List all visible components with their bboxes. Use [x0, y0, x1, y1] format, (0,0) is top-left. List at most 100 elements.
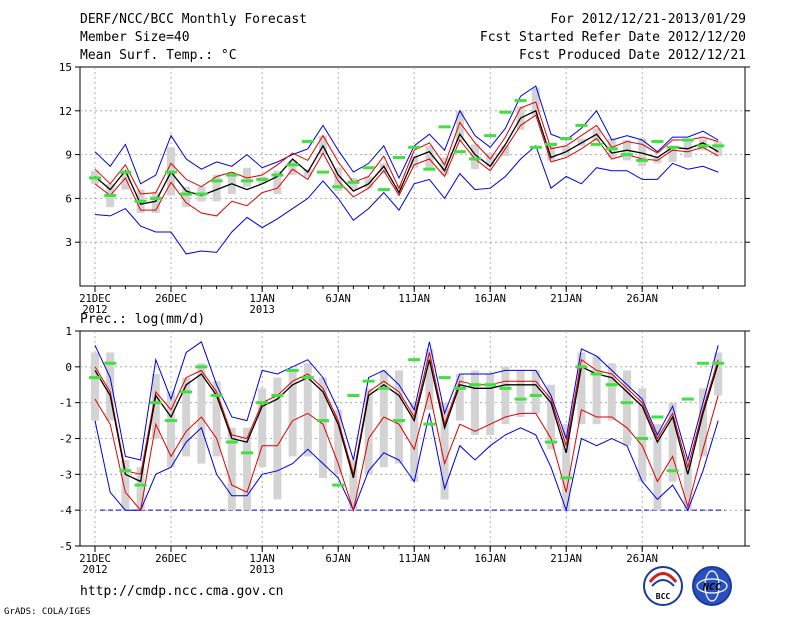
plot-frame [79, 66, 746, 287]
quartile-box [547, 142, 555, 161]
quartile-box [516, 370, 525, 417]
x-tick-label: 21DEC [79, 293, 111, 305]
quartile-box [227, 172, 236, 195]
median-marker [423, 422, 436, 426]
median-marker [180, 390, 193, 394]
median-marker [621, 401, 633, 405]
quartile-box [258, 388, 267, 468]
header-title: DERF/NCC/BCC Monthly Forecast [80, 12, 307, 27]
median-marker [377, 386, 390, 390]
median-marker [104, 193, 117, 197]
quartile-box [531, 87, 540, 116]
median-marker [241, 451, 253, 455]
median-marker [225, 440, 238, 444]
quartile-box [151, 192, 160, 213]
x-tick-label: 1JAN [250, 553, 275, 565]
quartile-box [288, 160, 297, 176]
footer-url[interactable]: http://cmdp.ncc.cma.gov.cn [80, 584, 284, 599]
quartile-box [425, 145, 434, 170]
quartile-box [440, 402, 449, 500]
quartile-box [243, 427, 251, 511]
median-marker [499, 386, 512, 390]
median-marker [529, 145, 542, 149]
min-envelope-line [94, 144, 719, 255]
quartile-box [273, 377, 282, 500]
quartile-box [486, 374, 495, 435]
y-tick-label: 6 [65, 192, 72, 205]
median-marker [605, 383, 618, 387]
median-marker [423, 167, 436, 171]
median-marker [347, 394, 360, 397]
quartile-box [638, 138, 647, 167]
x-tick-year-label: 2013 [250, 304, 275, 316]
grads-credit: GrADS: COLA/IGES [4, 607, 91, 617]
header-produced-date: Fcst Produced Date 2012/12/21 [519, 48, 746, 63]
median-marker [590, 142, 603, 146]
median-marker [590, 372, 603, 376]
median-marker [636, 158, 649, 162]
quartile-box [547, 384, 555, 450]
quartile-box [288, 370, 297, 457]
x-tick-year-label: 2012 [82, 304, 107, 316]
header-period: For 2012/12/21-2013/01/29 [550, 12, 746, 27]
quartile-box [592, 356, 601, 425]
quartile-box [349, 460, 358, 511]
x-tick-label: 16JAN [474, 553, 506, 565]
quartile-box [714, 141, 723, 157]
header-member-size: Member Size=40 [80, 30, 190, 45]
median-marker [453, 150, 466, 154]
quartile-box [364, 388, 373, 475]
max-envelope-line [94, 85, 719, 185]
median-marker [666, 145, 679, 149]
median-marker [514, 397, 527, 401]
median-marker [560, 476, 573, 480]
quartile-box [121, 460, 130, 511]
quartile-box [303, 363, 312, 457]
quartile-box [167, 391, 175, 468]
median-marker [393, 419, 405, 423]
lower-quantile-line [94, 114, 719, 217]
median-marker [256, 177, 269, 181]
median-marker [210, 394, 223, 397]
quartile-box [151, 374, 160, 439]
median-marker [256, 401, 269, 405]
x-tick-label: 26JAN [626, 553, 658, 565]
quartile-box [501, 366, 510, 425]
median-marker [453, 386, 466, 390]
median-marker [317, 419, 329, 423]
median-marker [210, 179, 223, 183]
quartile-box [243, 167, 251, 187]
quartile-box [273, 170, 282, 195]
median-marker [408, 358, 421, 362]
header-start-date: Fcst Started Refer Date 2012/12/20 [480, 30, 746, 45]
x-tick-label: 26DEC [155, 553, 187, 565]
quartile-box [91, 352, 99, 421]
median-marker [560, 137, 573, 141]
header-variable: Mean Surf. Temp.: °C [80, 48, 237, 63]
median-marker [377, 188, 390, 192]
x-tick-label: 26JAN [626, 293, 658, 305]
y-tick-label: -4 [59, 504, 73, 517]
quartile-box [197, 363, 206, 464]
quartile-box [212, 175, 221, 202]
median-marker [712, 144, 725, 148]
median-marker [134, 199, 147, 203]
median-marker [575, 365, 588, 369]
y-tick-label: 1 [65, 325, 72, 338]
median-marker [271, 394, 284, 397]
median-marker [362, 379, 375, 383]
median-marker [605, 147, 618, 151]
median-marker [469, 383, 481, 387]
quartile-box [638, 388, 647, 482]
quartile-box [683, 460, 692, 511]
quartile-box [471, 144, 479, 170]
y-tick-label: 3 [65, 236, 72, 249]
median-marker [636, 437, 649, 440]
median-marker [621, 153, 633, 157]
x-tick-label: 6JAN [326, 553, 351, 565]
median-marker [651, 139, 664, 143]
quartile-box [106, 352, 115, 421]
